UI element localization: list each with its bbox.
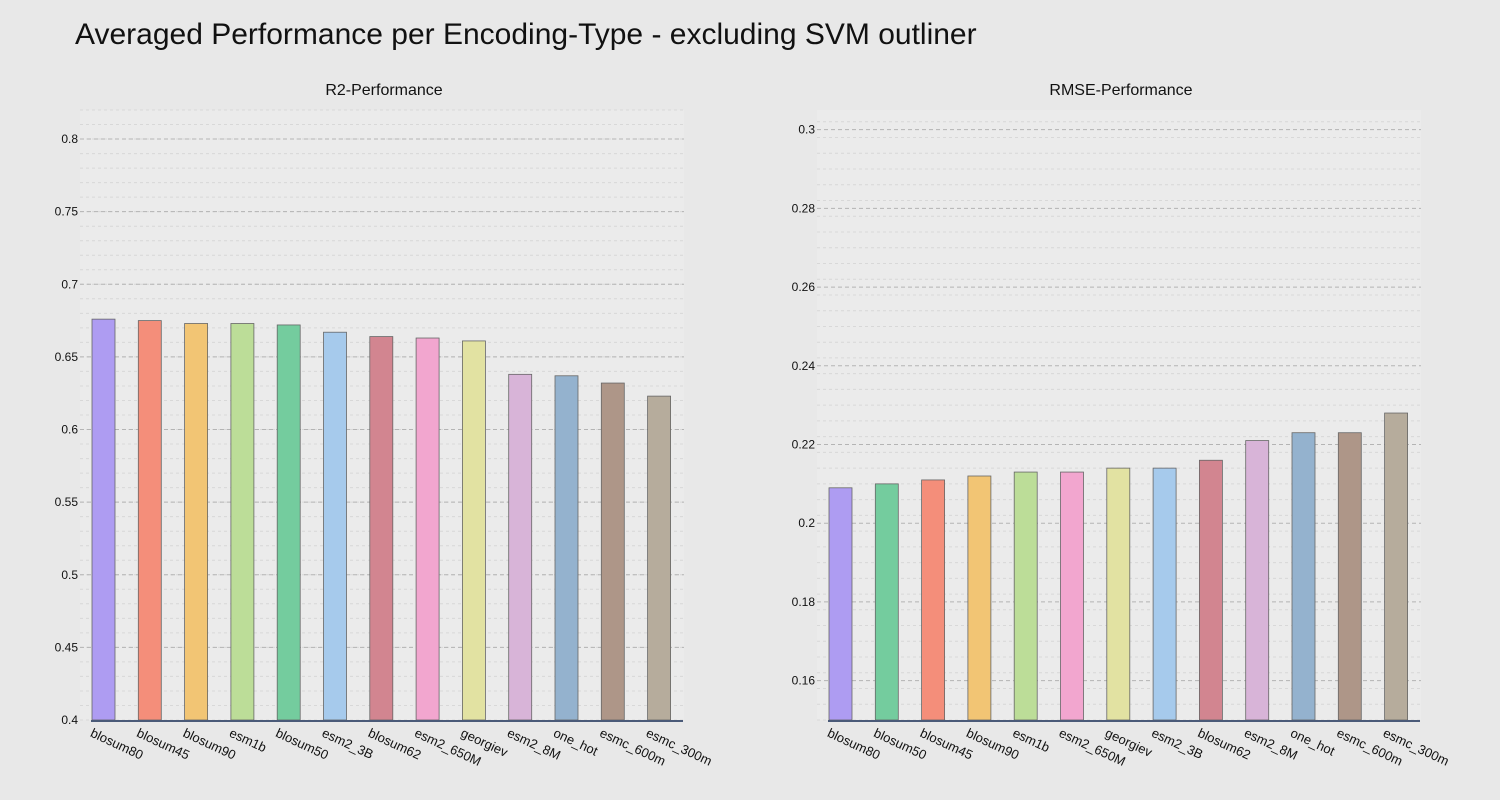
x-tick-label: blosum45 bbox=[135, 725, 192, 762]
r2-performance-chart: R2-Performance 0.4 0.45 0.5 0.55 0.6 0.65 0.7 0.… bbox=[55, 82, 715, 769]
bar-blosum90 bbox=[184, 323, 209, 721]
y-tick-label: 0.55 bbox=[55, 495, 79, 509]
x-tick-label: blosum45 bbox=[918, 725, 975, 762]
bar-esm2_8M bbox=[1245, 440, 1270, 721]
x-tick-label: blosum62 bbox=[366, 725, 423, 762]
bar-esm1b bbox=[230, 323, 255, 721]
bar-esm1b bbox=[1013, 471, 1038, 721]
bar-georgiev bbox=[461, 340, 486, 721]
y-tick-label: 0.28 bbox=[792, 201, 816, 215]
bar-esmc_300m bbox=[647, 395, 671, 721]
y-tick-label: 0.16 bbox=[792, 674, 816, 688]
bar-georgiev bbox=[1106, 467, 1131, 721]
y-tick-label: 0.4 bbox=[61, 713, 78, 727]
y-tick-label: 0.22 bbox=[792, 438, 816, 452]
bar-esm2_3B bbox=[1152, 467, 1177, 721]
bar-blosum50 bbox=[276, 324, 301, 721]
bar-blosum62 bbox=[369, 336, 394, 721]
bar-blosum45 bbox=[921, 479, 946, 721]
y-tick-label: 0.45 bbox=[55, 640, 79, 654]
y-tick-label: 0.8 bbox=[61, 132, 78, 146]
bar-blosum45 bbox=[137, 320, 162, 721]
main-title: Averaged Performance per Encoding-Type -… bbox=[75, 18, 977, 51]
bar-one_hot bbox=[1291, 432, 1316, 721]
bar-esm2_650M bbox=[1060, 471, 1084, 721]
x-tick-label: esm2_3B bbox=[1149, 725, 1205, 762]
y-tick-label: 0.7 bbox=[61, 277, 78, 291]
x-tick-label: blosum90 bbox=[964, 725, 1021, 762]
y-tick-label: 0.65 bbox=[55, 350, 79, 364]
rmse-title: RMSE-Performance bbox=[1049, 82, 1192, 99]
r2-title: R2-Performance bbox=[325, 82, 442, 99]
x-tick-label: esm2_3B bbox=[320, 725, 376, 762]
y-tick-label: 0.6 bbox=[61, 423, 78, 437]
bar-esmc_600m bbox=[600, 382, 625, 721]
x-tick-label: blosum90 bbox=[181, 725, 238, 762]
y-tick-label: 0.18 bbox=[792, 595, 816, 609]
y-tick-label: 0.2 bbox=[798, 516, 815, 530]
y-tick-label: 0.5 bbox=[61, 568, 78, 582]
bar-blosum50 bbox=[874, 483, 899, 721]
x-tick-label: blosum80 bbox=[88, 725, 145, 762]
y-tick-label: 0.26 bbox=[792, 280, 816, 294]
x-tick-label: blosum50 bbox=[273, 725, 330, 762]
x-tick-label: blosum80 bbox=[825, 725, 882, 762]
rmse-performance-chart: RMSE-Performance 0.16 0.18 0.2 0.22 0.24 0.26 0… bbox=[792, 82, 1452, 769]
y-tick-label: 0.75 bbox=[55, 205, 79, 219]
bar-esmc_600m bbox=[1337, 432, 1362, 721]
bar-esm2_3B bbox=[323, 331, 347, 721]
bar-blosum80 bbox=[91, 318, 116, 721]
bar-esm2_8M bbox=[508, 373, 533, 721]
y-tick-label: 0.24 bbox=[792, 359, 816, 373]
x-tick-label: blosum62 bbox=[1196, 725, 1253, 762]
x-tick-label: blosum50 bbox=[872, 725, 929, 762]
bar-blosum90 bbox=[967, 475, 992, 721]
y-tick-label: 0.3 bbox=[798, 123, 815, 137]
bar-blosum80 bbox=[828, 487, 853, 721]
bar-one_hot bbox=[554, 375, 579, 721]
bar-esm2_650M bbox=[415, 337, 440, 721]
bar-esmc_300m bbox=[1384, 412, 1408, 721]
bar-blosum62 bbox=[1198, 459, 1223, 721]
